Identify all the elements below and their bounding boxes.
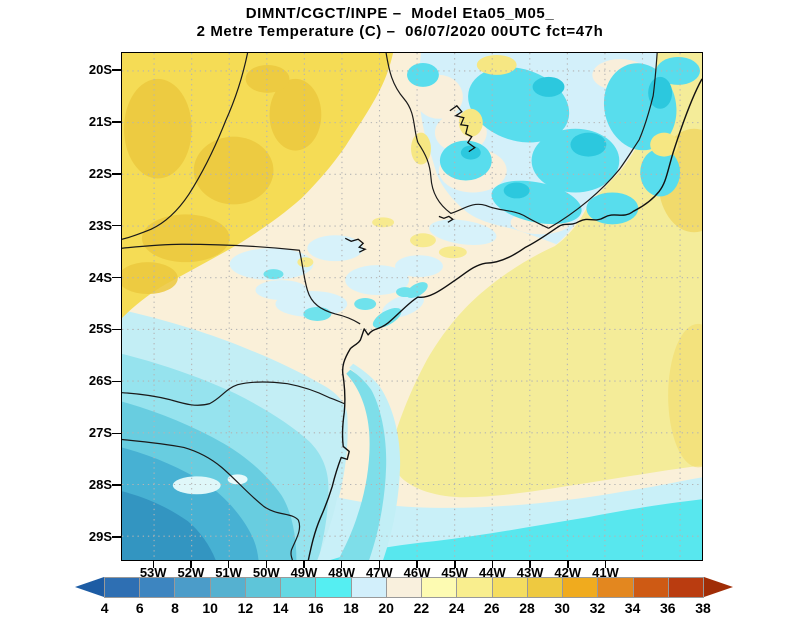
colorbar-tick-label: 26 <box>484 600 500 616</box>
lon-label: 45W <box>441 565 469 580</box>
colorbar-tick-label: 4 <box>100 600 109 616</box>
colorbar <box>104 577 704 598</box>
lat-tick <box>112 484 121 486</box>
lon-label: 41W <box>592 565 619 580</box>
lat-label: 24S <box>88 269 112 285</box>
colorbar-segment <box>386 578 423 597</box>
state-borders <box>122 53 658 560</box>
colorbar-segment <box>175 578 211 597</box>
lon-tick <box>604 561 607 568</box>
lon-label: 42W <box>554 565 582 580</box>
colorbar-segment <box>457 578 493 597</box>
colorbar-arrow-left <box>75 577 104 597</box>
colorbar-segment <box>316 578 352 597</box>
colorbar-segment <box>668 578 703 597</box>
colorbar-segment <box>598 578 634 597</box>
lat-label: 20S <box>88 62 112 77</box>
colorbar-tick-label: 30 <box>554 600 570 616</box>
lon-label: 47W <box>365 565 393 580</box>
colorbar-segment <box>422 578 458 597</box>
colorbar-arrow-right <box>704 577 733 597</box>
lat-label: 22S <box>88 165 112 181</box>
lon-tick <box>529 561 531 568</box>
lon-label: 43W <box>516 565 544 580</box>
colorbar-tick-label: 16 <box>308 600 324 616</box>
lat-tick <box>112 380 121 383</box>
lat-label: 27S <box>88 425 112 441</box>
lon-label: 44W <box>479 565 506 580</box>
temperature-map-plot <box>122 53 702 560</box>
warm-patches-ne <box>411 54 679 165</box>
lon-label: 51W <box>215 565 242 580</box>
colorbar-tick-label: 36 <box>660 600 676 616</box>
colorbar-tick-label: 24 <box>448 600 465 616</box>
lon-tick <box>227 561 230 568</box>
colorbar-segment <box>351 578 387 597</box>
colorbar-tick-label: 32 <box>589 600 606 616</box>
lat-tick <box>112 224 121 227</box>
coastline <box>307 78 702 560</box>
lat-label: 21S <box>88 113 112 129</box>
colorbar-tick-label: 28 <box>519 600 535 616</box>
lon-tick <box>303 561 305 568</box>
colorbar-tick-label: 20 <box>378 600 394 616</box>
title-line-1: DIMNT/CGCT/INPE – Model Eta05_M05_ <box>245 5 555 22</box>
colorbar-segment <box>563 578 599 597</box>
colorbar-segment <box>633 578 669 597</box>
colorbar-segment <box>527 578 564 597</box>
temperature-field <box>122 53 702 560</box>
colorbar-segment <box>245 578 282 597</box>
lat-tick <box>112 328 121 331</box>
lat-label: 26S <box>88 373 112 389</box>
lon-tick <box>416 561 418 568</box>
golden-patches <box>122 64 322 295</box>
lon-tick <box>340 561 343 568</box>
title-line-2: 2 Metre Temperature (C) – 06/07/2020 00U… <box>196 23 604 40</box>
lat-tick <box>112 432 121 435</box>
lat-tick <box>112 276 121 279</box>
lon-tick <box>190 561 192 568</box>
lon-tick <box>567 561 569 568</box>
lon-tick <box>454 561 456 568</box>
colorbar-tick-label: 12 <box>237 600 254 616</box>
lat-tick <box>112 69 121 71</box>
lon-label: 48W <box>328 565 355 580</box>
lat-label: 29S <box>88 529 112 544</box>
warm-specks-centre <box>297 217 467 268</box>
colorbar-tick-label: 14 <box>272 600 289 616</box>
colorbar-tick-label: 38 <box>695 600 711 616</box>
lat-label: 23S <box>88 217 112 233</box>
colorbar-tick-label: 10 <box>202 600 218 616</box>
colorbar-segment <box>140 578 176 597</box>
lat-tick <box>112 173 121 175</box>
lat-tick <box>112 536 121 538</box>
lon-label: 49W <box>290 565 318 580</box>
colorbar-tick-label: 22 <box>413 600 430 616</box>
colorbar-segment <box>492 578 528 597</box>
deep-cyan-spots <box>460 76 673 199</box>
lon-tick <box>152 561 154 568</box>
colorbar-tick-label: 8 <box>171 600 179 616</box>
map-frame <box>121 52 703 561</box>
lat-label: 25S <box>88 321 112 337</box>
colorbar-tick-label: 34 <box>624 600 641 616</box>
lon-tick <box>491 561 494 568</box>
colorbar-segment <box>210 578 246 597</box>
colorbar-segment <box>105 578 141 597</box>
lat-label: 28S <box>88 477 112 493</box>
lon-tick <box>265 561 268 568</box>
lon-label: 46W <box>403 565 431 580</box>
lon-label: 53W <box>139 565 167 580</box>
colorbar-segment <box>281 578 317 597</box>
colorbar-tick-label: 18 <box>343 600 359 616</box>
reservoir-lakes <box>344 104 476 253</box>
lon-label: 50W <box>252 565 280 580</box>
lon-label: 52W <box>177 565 205 580</box>
colorbar-tick-label: 6 <box>135 600 144 616</box>
lon-tick <box>378 561 381 568</box>
lat-tick <box>112 121 121 123</box>
